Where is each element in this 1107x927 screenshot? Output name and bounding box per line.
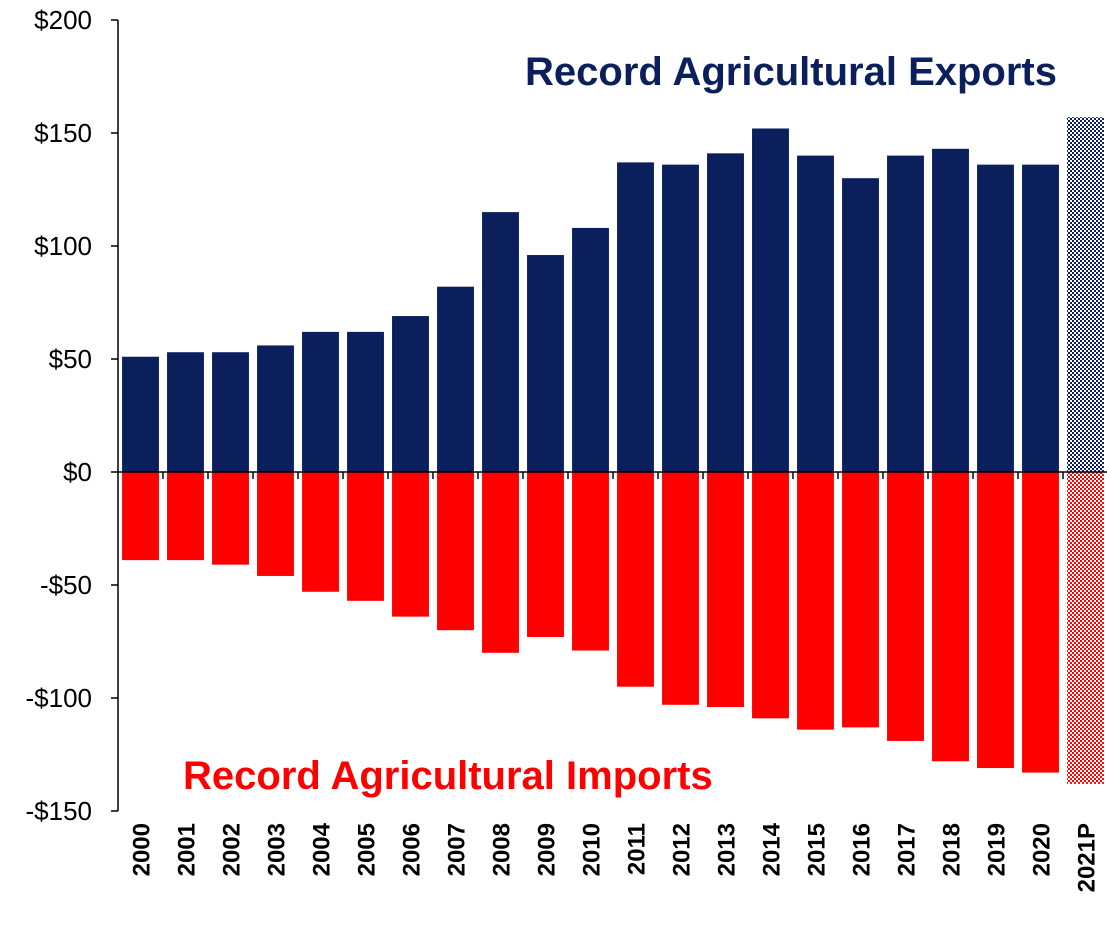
export-bar-2012 xyxy=(662,164,699,472)
import-bar-2007 xyxy=(437,472,474,631)
import-bar-2003 xyxy=(257,472,294,576)
export-bar-2005 xyxy=(347,331,384,472)
y-tick-label: $150 xyxy=(34,118,92,148)
export-bar-2002 xyxy=(212,352,249,472)
import-bar-2019 xyxy=(977,472,1014,769)
import-bar-2014 xyxy=(752,472,789,719)
axes-group xyxy=(111,19,1107,812)
export-bar-2015 xyxy=(797,155,834,472)
y-tick-label: -$150 xyxy=(26,796,93,826)
export-bar-2019 xyxy=(977,164,1014,472)
import-bar-2018 xyxy=(932,472,969,762)
import-bar-2002 xyxy=(212,472,249,565)
import-bar-2000 xyxy=(122,472,159,561)
x-tick-label-2006: 2006 xyxy=(399,823,426,876)
import-bar-2001 xyxy=(167,472,204,561)
x-tick-label-2010: 2010 xyxy=(579,823,606,876)
export-bar-2009 xyxy=(527,255,564,472)
export-bar-2020 xyxy=(1022,164,1059,472)
y-tick-label: $100 xyxy=(34,231,92,261)
export-bar-2017 xyxy=(887,155,924,472)
import-bar-2021P xyxy=(1067,472,1104,784)
x-tick-label-2019: 2019 xyxy=(984,823,1011,876)
x-tick-label-2007: 2007 xyxy=(444,823,471,876)
x-tick-label-2002: 2002 xyxy=(219,823,246,876)
import-bar-2016 xyxy=(842,472,879,728)
import-bar-2017 xyxy=(887,472,924,741)
import-bar-2005 xyxy=(347,472,384,601)
export-bar-2008 xyxy=(482,212,519,472)
x-tick-label-2011: 2011 xyxy=(624,823,651,875)
x-tick-label-2016: 2016 xyxy=(849,823,876,876)
y-tick-label: -$50 xyxy=(40,570,92,600)
exports-annotation: Record Agricultural Exports xyxy=(525,50,1057,94)
export-bar-2018 xyxy=(932,148,969,472)
y-tick-label: $0 xyxy=(63,457,92,487)
x-tick-label-2017: 2017 xyxy=(894,823,921,876)
export-bar-2006 xyxy=(392,316,429,472)
export-bar-2021P xyxy=(1067,117,1104,473)
import-bar-2013 xyxy=(707,472,744,708)
export-bar-2004 xyxy=(302,331,339,472)
x-tick-label-2001: 2001 xyxy=(174,823,201,876)
x-tick-label-2003: 2003 xyxy=(264,823,291,876)
export-bar-2000 xyxy=(122,356,159,472)
import-bar-2004 xyxy=(302,472,339,592)
x-tick-label-2008: 2008 xyxy=(489,823,516,876)
x-tick-label-2021P: 2021P xyxy=(1074,823,1101,892)
export-bar-2011 xyxy=(617,162,654,472)
x-tick-label-2009: 2009 xyxy=(534,823,561,876)
import-bar-2020 xyxy=(1022,472,1059,773)
export-bar-2003 xyxy=(257,345,294,472)
x-tick-label-2020: 2020 xyxy=(1029,823,1056,876)
import-bar-2012 xyxy=(662,472,699,705)
import-bar-2008 xyxy=(482,472,519,653)
x-tick-label-2005: 2005 xyxy=(354,823,381,876)
import-bar-2015 xyxy=(797,472,834,730)
labels-group: 2000 2001 2002 2003 2004 2005 2006 2007 2008 2009… xyxy=(26,5,1101,892)
x-tick-label-2012: 2012 xyxy=(669,823,696,876)
x-tick-label-2004: 2004 xyxy=(309,822,336,876)
export-bar-2013 xyxy=(707,153,744,472)
import-bar-2011 xyxy=(617,472,654,687)
x-tick-label-2000: 2000 xyxy=(129,823,156,876)
y-tick-label: $50 xyxy=(49,344,92,374)
export-bar-2001 xyxy=(167,352,204,472)
x-tick-label-2015: 2015 xyxy=(804,823,831,876)
import-bar-2006 xyxy=(392,472,429,617)
import-bar-2009 xyxy=(527,472,564,637)
x-tick-label-2014: 2014 xyxy=(759,822,786,876)
export-bar-2010 xyxy=(572,227,609,472)
x-tick-label-2013: 2013 xyxy=(714,823,741,876)
export-bar-2016 xyxy=(842,178,879,472)
export-bar-2007 xyxy=(437,286,474,472)
import-bar-2010 xyxy=(572,472,609,651)
export-bar-2014 xyxy=(752,128,789,473)
imports-annotation: Record Agricultural Imports xyxy=(183,754,713,798)
x-tick-label-2018: 2018 xyxy=(939,823,966,876)
y-tick-label: $200 xyxy=(34,5,92,35)
bars-group xyxy=(122,117,1104,784)
y-tick-label: -$100 xyxy=(26,683,93,713)
